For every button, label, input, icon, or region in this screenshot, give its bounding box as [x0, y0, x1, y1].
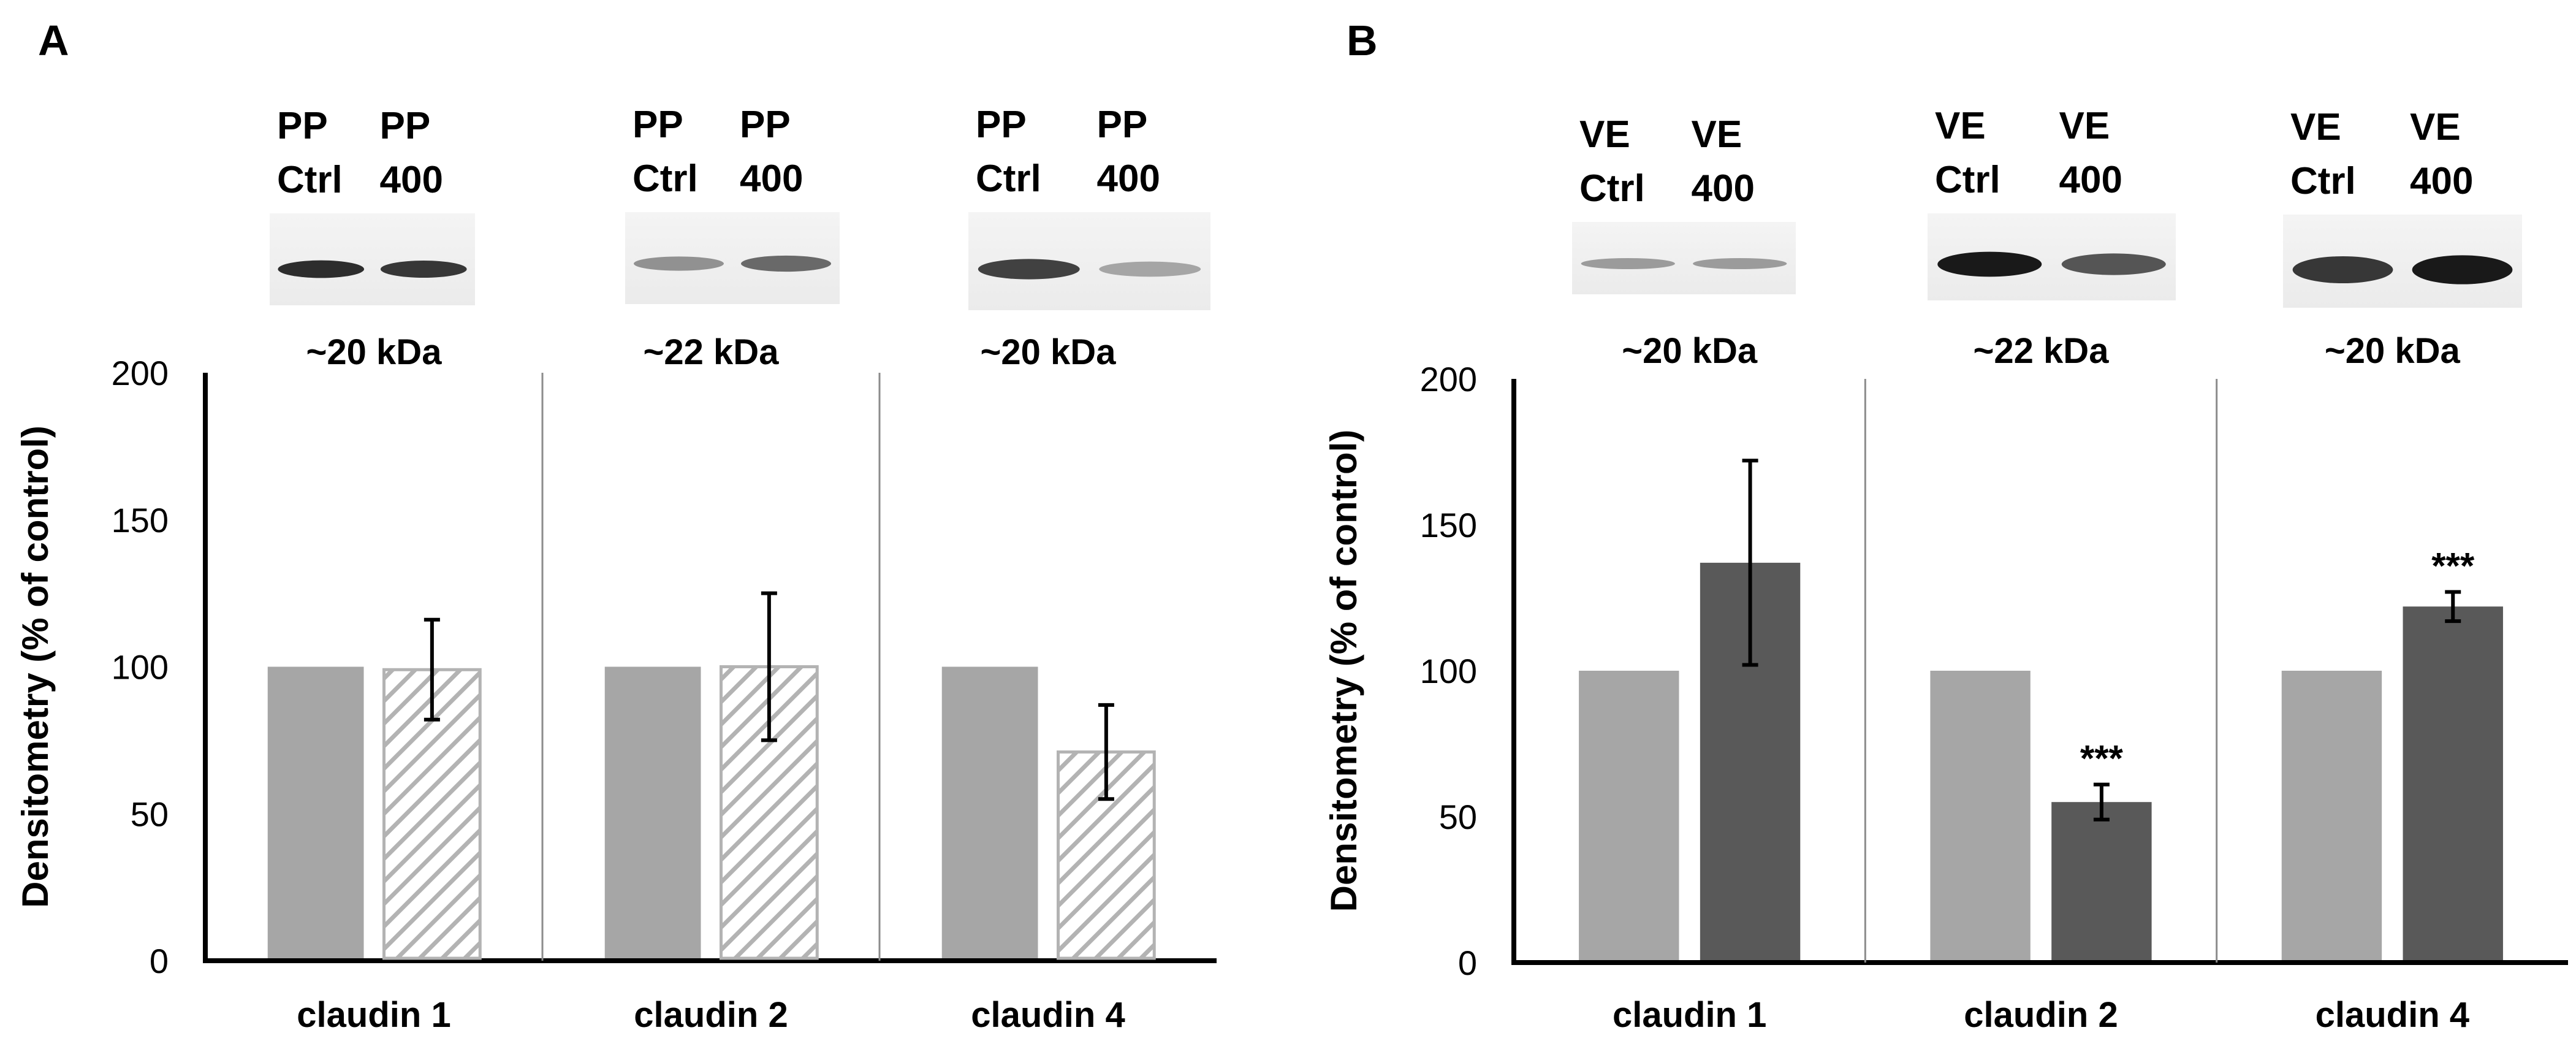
bar-pp-400-claudin-4	[1057, 750, 1156, 960]
y-tick-label: 0	[150, 942, 169, 980]
y-tick-label: 150	[1420, 506, 1477, 544]
western-blot-3: VE Ctrl VE 400	[2283, 106, 2522, 308]
blot-band	[1937, 251, 2042, 277]
panel-a: A PP Ctrl PP 400 ~20 kDa PP Ctrl PP 400 ~22 kDa PP C…	[15, 17, 1217, 1035]
blot-band	[1099, 261, 1201, 277]
lane-label: 400	[1097, 158, 1160, 200]
lane-label: VE	[2059, 105, 2110, 147]
lane-label: VE	[1579, 113, 1630, 156]
lane-label: PP	[976, 104, 1027, 146]
bar-ve-ctrl-claudin-2	[1930, 671, 2031, 960]
panel-b: B VE Ctrl VE 400 ~20 kDa VE Ctrl VE 400 ~22 kDa VE C…	[1323, 17, 2568, 1035]
lane-label: 400	[2059, 159, 2122, 201]
bar-ve-400-claudin-2	[2051, 802, 2152, 960]
lane-label: VE	[2290, 106, 2341, 148]
lane-label: VE	[2410, 106, 2461, 148]
blot-band	[2292, 256, 2393, 283]
western-blot-2: PP Ctrl PP 400	[625, 104, 840, 304]
bar-pp-ctrl-claudin-1	[267, 666, 364, 958]
significance-marker: ***	[2431, 545, 2475, 586]
y-tick-label: 200	[1420, 360, 1477, 399]
y-tick-label: 200	[112, 354, 169, 392]
western-blot-1: VE Ctrl VE 400	[1572, 113, 1796, 294]
blot-membrane	[270, 213, 475, 305]
error-bar	[1742, 459, 1758, 667]
blot-membrane	[1572, 222, 1796, 294]
bar-pp-ctrl-claudin-4	[941, 666, 1038, 958]
lane-label: 400	[740, 158, 803, 200]
bar-ve-ctrl-claudin-1	[1579, 671, 1679, 960]
y-tick-label: 100	[1420, 652, 1477, 690]
y-tick-label: 100	[112, 648, 169, 687]
mw-label: ~22 kDa	[644, 332, 780, 372]
lane-label: Ctrl	[633, 158, 698, 200]
lane-label: PP	[380, 105, 431, 147]
lane-label: Ctrl	[2290, 160, 2356, 202]
mw-label: ~20 kDa	[306, 332, 443, 372]
lane-label: PP	[633, 104, 683, 146]
lane-label: Ctrl	[1579, 167, 1645, 210]
bar-pp-ctrl-claudin-2	[604, 666, 701, 958]
error-bar	[2093, 782, 2110, 822]
bar-ve-ctrl-claudin-4	[2281, 671, 2382, 960]
lane-label: 400	[2410, 160, 2473, 202]
panel-label: B	[1347, 17, 1378, 64]
lane-label: 400	[1692, 167, 1755, 210]
lane-label: PP	[277, 105, 328, 147]
category-label: claudin 1	[1613, 995, 1766, 1035]
panel-label: A	[38, 17, 69, 64]
blot-band	[1693, 258, 1787, 269]
western-blot-2: VE Ctrl VE 400	[1928, 105, 2176, 300]
category-label: claudin 4	[2316, 995, 2469, 1035]
blot-band	[978, 259, 1080, 280]
error-bar	[1098, 703, 1114, 801]
blot-band	[2412, 255, 2513, 284]
mw-label: ~20 kDa	[1622, 331, 1758, 371]
lane-label: PP	[1097, 104, 1148, 146]
blot-band	[380, 261, 467, 278]
blot-band	[278, 260, 365, 278]
blot-band	[1581, 258, 1675, 269]
mw-label: ~22 kDa	[1974, 331, 2110, 371]
error-bar	[424, 617, 440, 722]
lane-label: 400	[380, 159, 443, 201]
category-label: claudin 2	[1964, 995, 2118, 1035]
category-label: claudin 4	[971, 995, 1125, 1035]
bar-pp-400-claudin-2	[720, 665, 819, 960]
mw-label: ~20 kDa	[981, 332, 1117, 372]
error-bar	[761, 591, 777, 742]
bar-ve-400-claudin-4	[2403, 606, 2503, 960]
y-axis-title: Densitometry (% of control)	[1323, 430, 1364, 912]
y-tick-label: 0	[1458, 944, 1477, 982]
western-blot-3: PP Ctrl PP 400	[968, 104, 1210, 310]
y-tick-label: 50	[131, 795, 169, 833]
blot-band	[2061, 253, 2166, 275]
western-blot-1: PP Ctrl PP 400	[270, 105, 475, 305]
y-tick-label: 50	[1439, 798, 1477, 836]
lane-label: VE	[1692, 113, 1742, 156]
y-axis-title: Densitometry (% of control)	[15, 425, 56, 908]
blot-band	[741, 255, 831, 272]
lane-label: Ctrl	[1935, 159, 2000, 201]
lane-label: Ctrl	[277, 159, 343, 201]
lane-label: VE	[1935, 105, 1986, 147]
error-bar	[2445, 590, 2461, 624]
category-label: claudin 1	[297, 995, 450, 1035]
category-label: claudin 2	[634, 995, 788, 1035]
blot-band	[634, 256, 724, 271]
lane-label: PP	[740, 104, 791, 146]
lane-label: Ctrl	[976, 158, 1041, 200]
mw-label: ~20 kDa	[2325, 331, 2461, 371]
y-tick-label: 150	[112, 501, 169, 540]
significance-marker: ***	[2080, 738, 2124, 779]
